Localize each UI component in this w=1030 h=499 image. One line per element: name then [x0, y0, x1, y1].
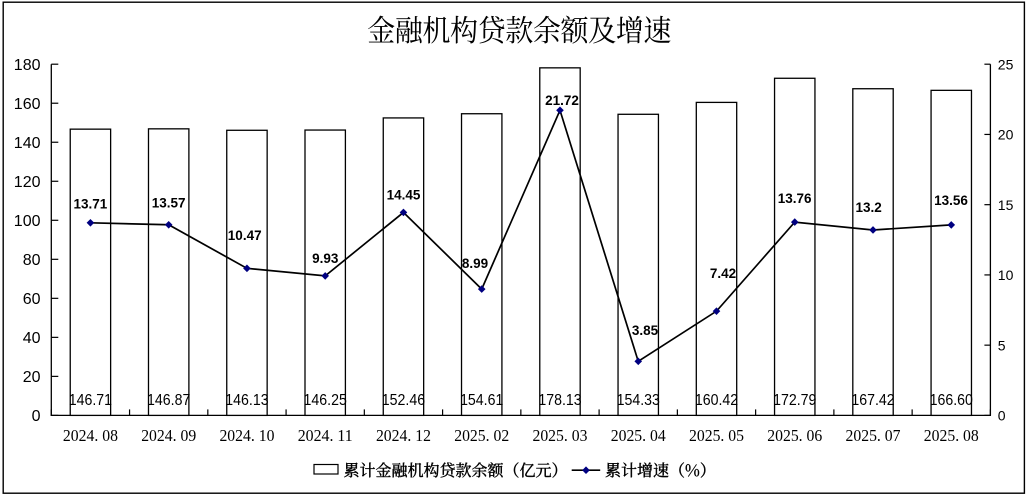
svg-text:172.79: 172.79 — [773, 392, 816, 409]
svg-text:20: 20 — [23, 369, 41, 386]
svg-text:0: 0 — [32, 408, 41, 425]
svg-text:152.46: 152.46 — [382, 392, 425, 409]
svg-text:25: 25 — [998, 56, 1014, 72]
svg-text:154.33: 154.33 — [617, 392, 660, 409]
svg-text:146.87: 146.87 — [147, 392, 190, 409]
svg-text:9.93: 9.93 — [312, 251, 339, 266]
svg-text:2024. 10: 2024. 10 — [219, 426, 274, 445]
svg-text:13.57: 13.57 — [152, 196, 186, 211]
svg-text:2025. 03: 2025. 03 — [532, 426, 587, 445]
svg-text:10.47: 10.47 — [228, 228, 262, 243]
svg-text:154.61: 154.61 — [460, 392, 503, 409]
svg-text:160.42: 160.42 — [695, 392, 738, 409]
svg-text:13.56: 13.56 — [934, 193, 968, 208]
svg-text:3.85: 3.85 — [632, 323, 659, 338]
svg-text:146.13: 146.13 — [225, 392, 268, 409]
svg-text:2024. 11: 2024. 11 — [298, 426, 353, 445]
svg-text:166.60: 166.60 — [930, 392, 974, 409]
svg-text:140: 140 — [14, 135, 41, 152]
svg-text:2025. 02: 2025. 02 — [454, 426, 509, 445]
svg-text:14.45: 14.45 — [387, 187, 421, 202]
svg-text:13.71: 13.71 — [74, 196, 108, 211]
svg-text:120: 120 — [14, 174, 41, 191]
svg-text:0: 0 — [998, 408, 1006, 424]
svg-text:5: 5 — [998, 337, 1006, 353]
svg-text:15: 15 — [998, 197, 1014, 213]
svg-text:2024. 12: 2024. 12 — [376, 426, 431, 445]
svg-text:160: 160 — [14, 96, 41, 113]
svg-text:2025. 06: 2025. 06 — [767, 426, 822, 445]
svg-text:21.72: 21.72 — [545, 93, 579, 108]
svg-text:20: 20 — [998, 127, 1014, 143]
svg-text:2025. 08: 2025. 08 — [924, 426, 979, 445]
svg-text:10: 10 — [998, 267, 1014, 283]
svg-text:2025. 07: 2025. 07 — [846, 426, 901, 445]
svg-text:13.2: 13.2 — [855, 200, 881, 215]
svg-text:8.99: 8.99 — [462, 256, 488, 271]
svg-text:60: 60 — [23, 291, 41, 308]
svg-text:2024. 08: 2024. 08 — [63, 426, 118, 445]
svg-text:40: 40 — [23, 330, 41, 347]
svg-text:80: 80 — [23, 252, 41, 269]
svg-text:180: 180 — [14, 57, 41, 74]
svg-text:2025. 05: 2025. 05 — [689, 426, 744, 445]
svg-text:100: 100 — [14, 213, 41, 230]
svg-text:146.71: 146.71 — [69, 392, 112, 409]
svg-text:7.42: 7.42 — [710, 266, 736, 281]
svg-text:2024. 09: 2024. 09 — [141, 426, 196, 445]
svg-text:13.76: 13.76 — [778, 191, 812, 206]
svg-text:178.13: 178.13 — [538, 392, 581, 409]
svg-text:146.25: 146.25 — [304, 392, 347, 409]
svg-text:167.42: 167.42 — [851, 392, 894, 409]
svg-text:2025. 04: 2025. 04 — [611, 426, 666, 445]
